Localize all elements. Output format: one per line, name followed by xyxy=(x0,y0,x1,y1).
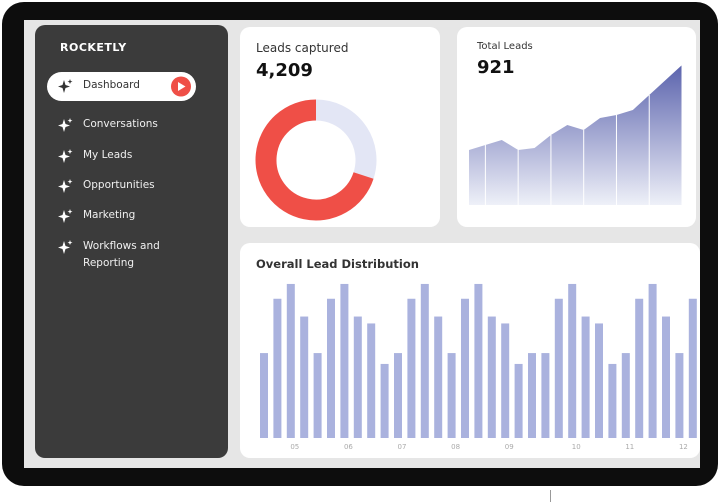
bar xyxy=(568,283,577,438)
bar xyxy=(581,316,590,438)
area-chart xyxy=(469,65,683,205)
bar xyxy=(300,316,309,438)
divider xyxy=(550,490,551,502)
brand: ROCKETLY xyxy=(60,41,127,54)
bar xyxy=(608,363,617,438)
nav-item[interactable]: Marketing xyxy=(83,209,136,221)
card-title: Overall Lead Distribution xyxy=(256,257,419,271)
active-pill[interactable] xyxy=(47,72,196,101)
bar xyxy=(514,363,523,438)
x-tick-label: 12 xyxy=(679,443,688,451)
nav-icon xyxy=(57,149,73,169)
bar-chart: 05 06 07 08 09 10 11 12 xyxy=(260,283,697,451)
nav-icon xyxy=(57,118,73,138)
donut-chart xyxy=(255,99,377,221)
bar xyxy=(367,323,376,438)
bar xyxy=(340,283,349,438)
bar xyxy=(595,323,603,438)
card-value: 4,209 xyxy=(256,60,313,81)
nav-item[interactable]: Opportunities xyxy=(83,179,155,191)
bar xyxy=(528,353,536,438)
bar xyxy=(273,298,282,438)
card-total: Total Leads 921 xyxy=(457,27,696,227)
screen: ROCKETLY Dashboard Conversations My Leads O… xyxy=(24,20,700,468)
bar xyxy=(313,353,322,438)
x-tick-label: 10 xyxy=(572,443,581,451)
bar xyxy=(447,353,456,438)
bar xyxy=(554,298,563,438)
x-tick-label: 11 xyxy=(625,443,634,451)
bar xyxy=(380,363,389,438)
bar xyxy=(474,283,483,438)
x-tick-label: 07 xyxy=(398,443,407,451)
area xyxy=(469,65,682,205)
sidebar: ROCKETLY Dashboard Conversations My Leads O… xyxy=(35,25,228,458)
bar xyxy=(501,323,510,438)
x-tick-label: 06 xyxy=(344,443,353,451)
bar xyxy=(434,316,443,438)
bar xyxy=(648,283,657,438)
bar xyxy=(487,316,496,438)
bar xyxy=(407,298,416,438)
bar xyxy=(260,353,268,438)
card-leads: Leads captured 4,209 xyxy=(240,27,440,227)
bar xyxy=(353,316,362,438)
bar xyxy=(394,353,402,438)
bar xyxy=(621,353,630,438)
bar xyxy=(688,298,697,438)
x-tick-label: 08 xyxy=(451,443,460,451)
bar xyxy=(461,298,469,438)
bar xyxy=(420,283,429,438)
play-icon xyxy=(171,76,191,97)
card-title: Leads captured xyxy=(256,41,349,55)
card-title: Total Leads xyxy=(477,41,533,52)
nav-item[interactable]: Workflows and Reporting xyxy=(83,240,160,269)
nav-icon xyxy=(57,79,73,99)
nav-icon xyxy=(57,179,73,199)
nav-item[interactable]: Dashboard xyxy=(83,79,140,91)
bar xyxy=(327,298,335,438)
card-value: 921 xyxy=(477,57,515,78)
bar xyxy=(662,316,670,438)
nav-item[interactable]: My Leads xyxy=(83,149,133,161)
card-distribution: Overall Lead Distribution 05 06 07 08 09 10 11… xyxy=(240,243,700,458)
bar xyxy=(541,353,550,438)
nav-item[interactable]: Conversations xyxy=(83,118,158,130)
bar xyxy=(635,298,644,438)
bar xyxy=(286,283,295,438)
nav-icon xyxy=(57,240,73,260)
bar xyxy=(675,353,684,438)
nav-icon xyxy=(57,209,73,229)
x-tick-label: 09 xyxy=(505,443,514,451)
donut-segment xyxy=(315,99,377,179)
donut-segment xyxy=(255,99,374,221)
x-tick-label: 05 xyxy=(290,443,299,451)
